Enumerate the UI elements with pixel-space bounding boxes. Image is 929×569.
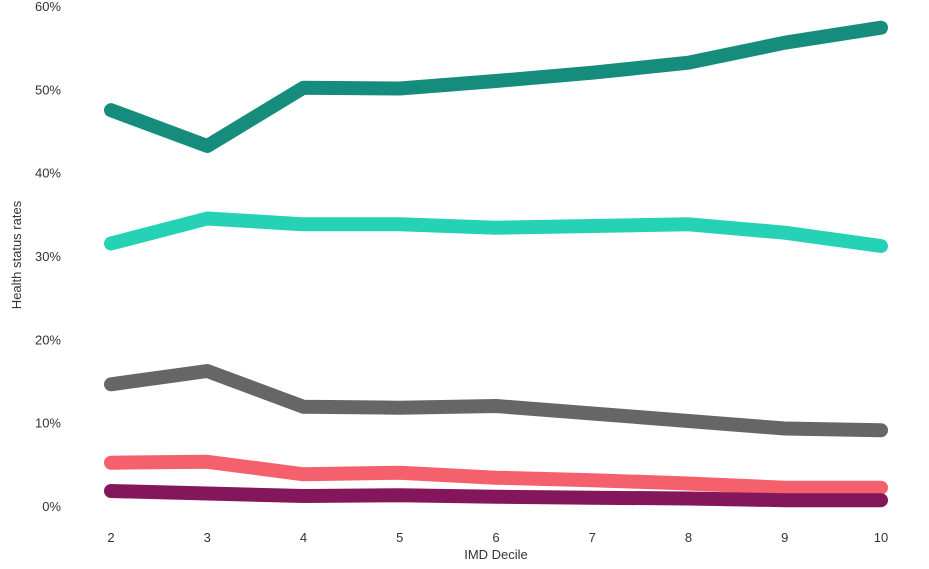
series-line-2 <box>104 211 888 253</box>
y-tick-label: 10% <box>35 416 61 431</box>
x-tick-label: 9 <box>781 530 788 545</box>
y-tick-label: 60% <box>35 0 61 14</box>
y-tick-label: 40% <box>35 166 61 181</box>
x-tick-label: 8 <box>685 530 692 545</box>
y-tick-label: 50% <box>35 82 61 97</box>
y-axis-label: Health status rates <box>9 200 24 309</box>
x-tick-label: 4 <box>300 530 307 545</box>
x-tick-label: 7 <box>589 530 596 545</box>
y-tick-label: 0% <box>42 499 61 514</box>
x-tick-label: 3 <box>204 530 211 545</box>
x-tick-label: 5 <box>396 530 403 545</box>
series-line-3 <box>104 364 888 438</box>
series-line-5 <box>104 484 888 508</box>
x-tick-label: 2 <box>107 530 114 545</box>
series-line-1 <box>104 20 888 153</box>
y-tick-label: 30% <box>35 249 61 264</box>
x-axis-label: IMD Decile <box>464 547 528 562</box>
series-lines <box>104 20 888 508</box>
x-tick-label: 6 <box>492 530 499 545</box>
series-line-4 <box>104 454 888 495</box>
x-axis-ticks: 2 3 4 5 6 7 8 9 10 <box>107 530 888 545</box>
x-tick-label: 10 <box>874 530 888 545</box>
y-axis-ticks: 0% 10% 20% 30% 40% 50% 60% <box>35 0 61 514</box>
y-tick-label: 20% <box>35 332 61 347</box>
